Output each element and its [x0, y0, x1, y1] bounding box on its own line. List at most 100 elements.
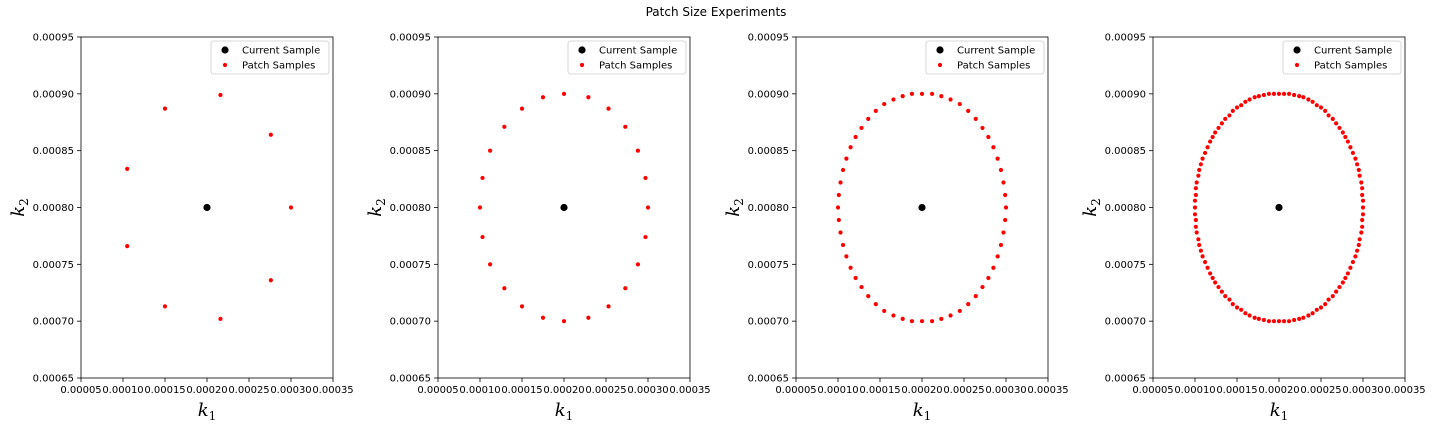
patch-sample-point	[840, 242, 846, 248]
patch-sample-point	[1360, 192, 1365, 198]
patch-sample-point	[1345, 271, 1350, 276]
patch-sample-point	[836, 217, 841, 223]
x-tick-label: 0.00025	[585, 385, 626, 396]
patch-sample-point	[1252, 95, 1257, 100]
y-tick-label: 0.00075	[33, 260, 74, 271]
patch-sample-point	[162, 304, 168, 309]
patch-sample-point	[1301, 315, 1306, 320]
patch-sample-point	[1343, 134, 1348, 140]
x-tick-label: 0.00015	[144, 385, 185, 396]
x-tick-label: 0.00035	[669, 385, 710, 396]
patch-sample-point	[162, 106, 168, 111]
patch-sample-point	[957, 101, 962, 107]
y-tick-label: 0.00085	[33, 146, 74, 157]
legend-label: Patch Samples	[957, 61, 1030, 72]
x-tick-label: 0.00010	[459, 385, 500, 396]
patch-sample-point	[1196, 173, 1201, 178]
patch-sample-point	[635, 148, 641, 153]
patch-sample-point	[1271, 91, 1277, 96]
patch-sample-point	[1001, 180, 1006, 185]
patch-sample-point	[1194, 180, 1199, 185]
patch-sample-point	[519, 304, 525, 309]
y-axis-label: k2	[8, 198, 31, 217]
patch-sample-point	[487, 262, 493, 267]
legend-marker	[1294, 62, 1300, 68]
y-tick-label: 0.00085	[748, 146, 789, 157]
patch-sample-point	[1355, 162, 1360, 167]
patch-sample-point	[1286, 91, 1292, 96]
patch-sample-point	[1326, 297, 1331, 302]
patch-sample-point	[540, 315, 546, 320]
patch-sample-point	[838, 230, 843, 235]
y-tick-label: 0.00070	[33, 317, 74, 328]
current-sample-point	[560, 203, 568, 212]
patch-sample-point	[1252, 315, 1257, 320]
patch-sample-point	[873, 302, 878, 307]
patch-sample-point	[1292, 92, 1297, 98]
legend-marker	[221, 46, 229, 54]
y-tick-label: 0.00095	[390, 33, 431, 44]
patch-sample-point	[1227, 297, 1232, 302]
patch-sample-point	[848, 265, 853, 270]
patch-sample-point	[1210, 275, 1215, 281]
patch-sample-point	[1003, 192, 1008, 198]
patch-sample-point	[998, 242, 1004, 248]
patch-sample-point	[487, 148, 493, 153]
patch-sample-point	[957, 308, 962, 314]
legend-label: Patch Samples	[1314, 61, 1387, 72]
patch-sample-point	[1353, 156, 1358, 161]
patch-sample-point	[1356, 242, 1361, 248]
patch-sample-point	[991, 145, 996, 150]
patch-sample-point	[995, 254, 1000, 259]
patch-sample-point	[586, 95, 591, 100]
patch-sample-point	[1210, 134, 1215, 140]
legend-label: Current Sample	[242, 46, 320, 57]
patch-sample-point	[844, 156, 849, 161]
patch-sample-point	[1192, 205, 1198, 210]
x-tick-label: 0.00030	[985, 385, 1026, 396]
patch-sample-point	[218, 92, 223, 98]
patch-sample-point	[1223, 294, 1228, 299]
patch-sample-point	[1213, 130, 1218, 135]
patch-sample-point	[1003, 205, 1009, 210]
patch-sample-point	[1340, 280, 1345, 285]
patch-sample-point	[1355, 248, 1360, 253]
patch-sample-point	[1208, 271, 1213, 276]
x-axis-label: k1	[913, 400, 932, 423]
chart-panel-1: 0.00005 0.00010 0.00015 0.00020 0.00025 0.000…	[8, 33, 354, 424]
patch-sample-point	[1193, 224, 1198, 229]
patch-sample-point	[1323, 108, 1328, 113]
y-tick-label: 0.00080	[33, 203, 74, 214]
y-tick-label: 0.00085	[390, 146, 431, 157]
patch-sample-point	[866, 116, 871, 121]
patch-sample-point	[1357, 173, 1362, 178]
patch-sample-point	[1200, 254, 1205, 259]
patch-sample-point	[268, 278, 273, 283]
patch-sample-point	[948, 313, 953, 318]
legend-label: Patch Samples	[599, 61, 672, 72]
patch-sample-point	[948, 97, 953, 102]
x-axis-label: k1	[555, 400, 574, 423]
chart-panel-4: 0.00005 0.00010 0.00015 0.00020 0.00025 0.000…	[1080, 33, 1426, 424]
patch-sample-point	[1326, 113, 1331, 118]
patch-sample-point	[1343, 275, 1348, 281]
patch-sample-point	[125, 244, 130, 249]
patch-sample-point	[1350, 150, 1356, 156]
patch-sample-point	[1227, 113, 1232, 118]
patch-sample-point	[1202, 150, 1208, 156]
current-sample-point	[203, 203, 211, 212]
x-tick-label: 0.00035	[1027, 385, 1068, 396]
x-tick-label: 0.00010	[817, 385, 858, 396]
patch-sample-point	[1198, 162, 1203, 167]
patch-sample-point	[561, 319, 567, 324]
y-tick-label: 0.00065	[1105, 374, 1146, 385]
patch-sample-point	[1330, 116, 1335, 121]
patch-sample-point	[1239, 103, 1244, 108]
patch-sample-point	[1306, 313, 1311, 318]
patch-sample-point	[1356, 167, 1361, 173]
patch-sample-point	[1310, 99, 1315, 104]
y-tick-label: 0.00080	[390, 203, 431, 214]
patch-sample-point	[986, 275, 991, 281]
patch-sample-point	[623, 286, 628, 291]
